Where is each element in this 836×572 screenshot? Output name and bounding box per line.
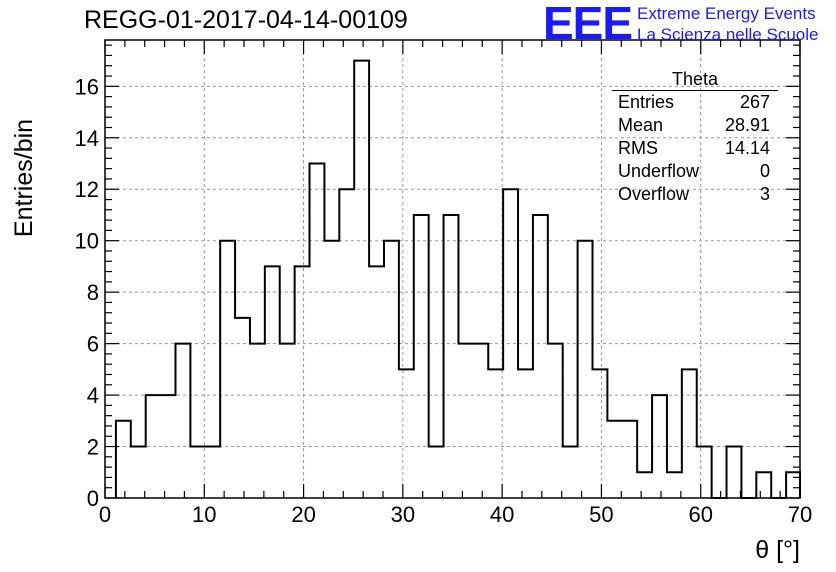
y-tick-label: 14 — [75, 126, 99, 151]
stats-box: Theta Entries 267 Mean 28.91 RMS 14.14 U… — [610, 68, 778, 206]
x-tick-label: 60 — [688, 502, 712, 527]
y-tick-label: 16 — [75, 74, 99, 99]
y-tick-label: 12 — [75, 177, 99, 202]
logo-text-line2: La Scienza nelle Scuole — [637, 25, 819, 44]
eee-logo-mark: EEE — [543, 0, 633, 49]
x-tick-label: 30 — [391, 502, 415, 527]
stats-row-overflow: Overflow 3 — [610, 183, 778, 206]
plot-frame — [104, 39, 801, 499]
stats-label: Underflow — [618, 161, 700, 181]
stats-label: Mean — [618, 115, 664, 135]
stats-value: 28.91 — [724, 115, 770, 135]
stats-label: RMS — [618, 138, 658, 158]
y-tick-label: 0 — [87, 486, 99, 511]
x-tick-label: 0 — [99, 502, 111, 527]
y-tick-label: 8 — [87, 280, 99, 305]
stats-row-underflow: Underflow 0 — [610, 160, 778, 183]
histogram-outline — [114, 59, 801, 499]
stats-value: 3 — [759, 184, 770, 204]
x-axis-label: θ [°] — [755, 536, 800, 564]
stats-label: Entries — [618, 92, 675, 112]
y-tick-label: 6 — [87, 332, 99, 357]
stats-value: 0 — [759, 161, 770, 181]
histogram-title: REGG-01-2017-04-14-00109 — [84, 6, 408, 34]
y-tick-label: 2 — [87, 435, 99, 460]
logo-text-line1: Extreme Energy Events — [637, 4, 816, 23]
stats-row-mean: Mean 28.91 — [610, 114, 778, 137]
stats-row-rms: RMS 14.14 — [610, 137, 778, 160]
stats-value: 14.14 — [724, 138, 770, 158]
stats-label: Overflow — [618, 184, 690, 204]
x-tick-label: 20 — [291, 502, 315, 527]
stats-row-entries: Entries 267 — [610, 91, 778, 114]
stats-value: 267 — [739, 92, 770, 112]
y-tick-label: 10 — [75, 229, 99, 254]
y-axis-label: Entries/bin — [10, 119, 38, 237]
x-tick-label: 70 — [788, 502, 812, 527]
x-tick-label: 10 — [192, 502, 216, 527]
axis-ticks — [104, 40, 801, 499]
x-tick-label: 50 — [589, 502, 613, 527]
x-tick-label: 40 — [490, 502, 514, 527]
eee-logo: EEE Extreme Energy Events La Scienza nel… — [543, 0, 833, 49]
stats-title: Theta — [612, 68, 778, 91]
y-tick-label: 4 — [87, 383, 99, 408]
